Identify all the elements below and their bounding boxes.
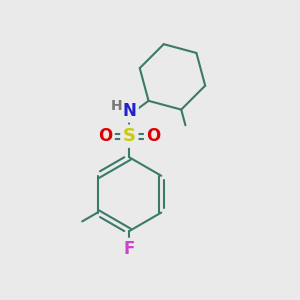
Text: F: F <box>124 240 135 258</box>
Text: O: O <box>98 127 112 145</box>
Text: N: N <box>122 102 136 120</box>
Text: H: H <box>111 99 123 113</box>
Text: S: S <box>123 127 136 145</box>
Text: O: O <box>146 127 161 145</box>
